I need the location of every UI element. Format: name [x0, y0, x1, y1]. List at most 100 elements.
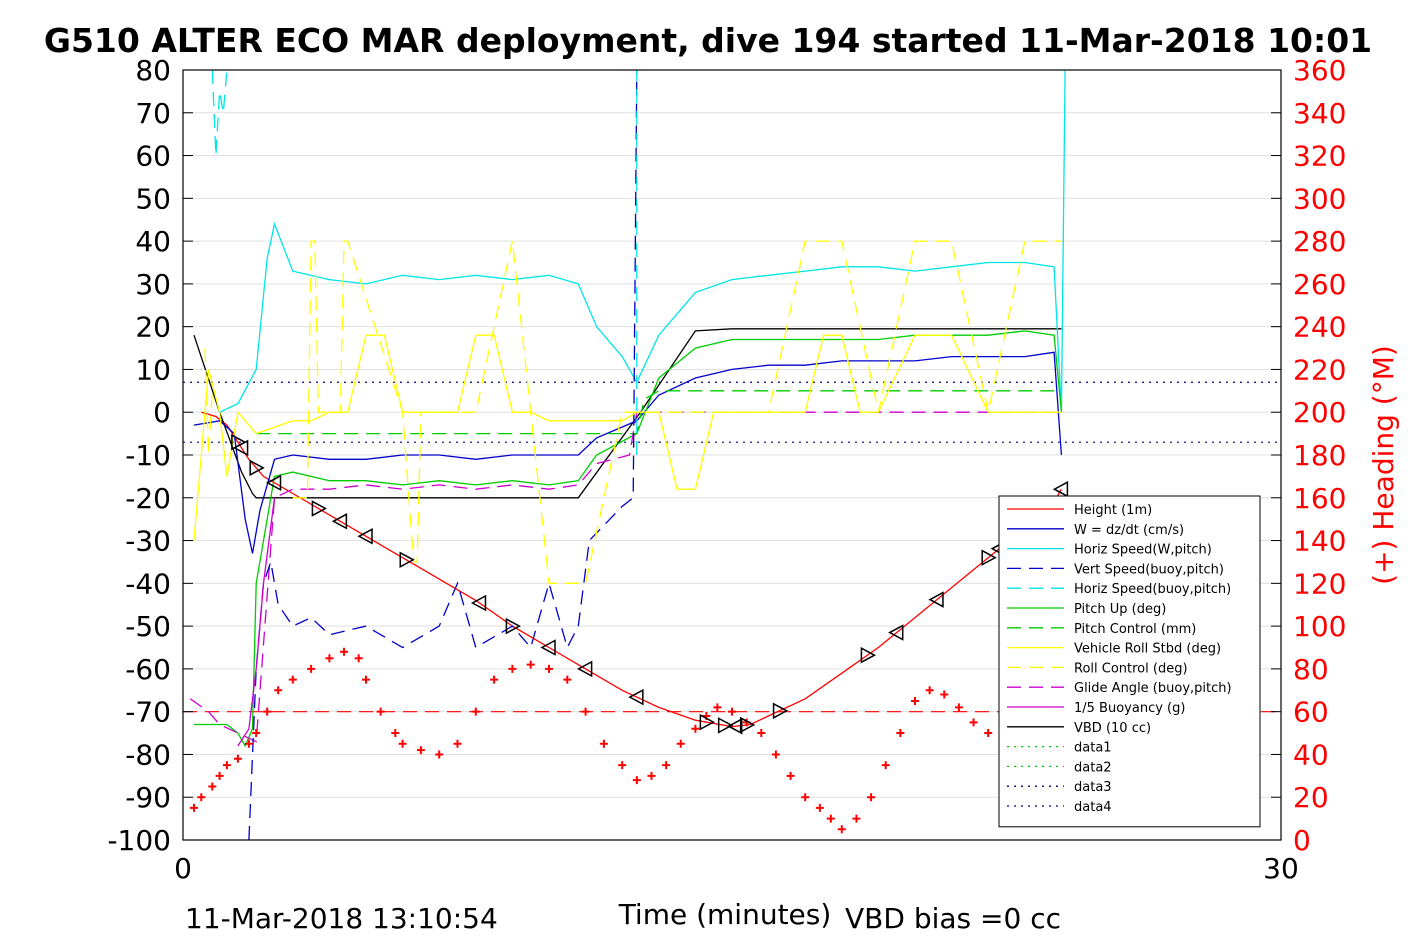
- heading-point: [852, 814, 861, 823]
- legend-entry: Roll Control (deg): [1074, 661, 1188, 676]
- series-vert_buoy: [248, 69, 638, 841]
- y-tick-label: 0: [153, 396, 171, 429]
- heading-point: [786, 771, 795, 780]
- heading-point: [940, 690, 949, 699]
- heading-point: [340, 647, 349, 656]
- heading-point: [416, 746, 425, 755]
- heading-point: [307, 664, 316, 673]
- heading-point: [233, 754, 242, 763]
- y-tick-label: 70: [135, 97, 171, 130]
- heading-point: [691, 724, 700, 733]
- triangle-marker: [311, 500, 328, 517]
- legend-entry: Horiz Speed(buoy,pitch): [1074, 582, 1231, 597]
- heading-point: [197, 793, 206, 802]
- x-axis-label: Time (minutes): [618, 898, 832, 931]
- heading-point: [252, 729, 261, 738]
- heading-point: [563, 675, 572, 684]
- triangle-marker: [772, 702, 789, 720]
- legend-entry: data1: [1074, 741, 1112, 756]
- footer-timestamp: 11-Mar-2018 13:10:54: [185, 902, 498, 935]
- y-tick-label: -10: [125, 439, 171, 472]
- y-tick-label: -40: [125, 567, 171, 600]
- y-tick-label: -20: [125, 482, 171, 515]
- series-height: [201, 411, 1062, 728]
- heading-point: [599, 739, 608, 748]
- heading-point: [896, 729, 905, 738]
- triangle-marker: [232, 439, 249, 457]
- triangle-marker: [928, 591, 944, 608]
- legend-entry: Pitch Up (deg): [1074, 602, 1166, 617]
- heading-point: [274, 686, 283, 695]
- heading-point: [984, 729, 993, 738]
- y-tick-label: -30: [125, 525, 171, 558]
- triangle-marker: [331, 513, 348, 530]
- heading-point: [881, 761, 890, 770]
- triangle-marker: [1052, 480, 1069, 498]
- y-axis-left: 80 70 60 50 40 30 20 10 0 -10 -20 -30 -40 -50 -60 -70 -8…: [107, 54, 193, 857]
- triangle-marker: [265, 474, 282, 492]
- heading-point: [354, 654, 363, 663]
- triangle-marker: [860, 646, 877, 664]
- legend-entry: data3: [1074, 780, 1112, 795]
- heading-point: [215, 771, 224, 780]
- y2-tick-label: 160: [1293, 482, 1346, 515]
- legend-entry: W = dz/dt (cm/s): [1074, 523, 1184, 538]
- heading-point: [771, 750, 780, 759]
- heading-point: [545, 664, 553, 673]
- series-horiz_buoy: [211, 69, 228, 156]
- y2-tick-label: 20: [1293, 781, 1329, 814]
- series-vbd: [193, 328, 1062, 499]
- heading-point: [728, 707, 736, 716]
- y-tick-label: 50: [135, 182, 171, 215]
- triangle-marker: [249, 459, 265, 477]
- y-tick-label: -80: [125, 738, 171, 771]
- heading-point: [376, 707, 385, 716]
- y2-tick-label: 100: [1293, 610, 1346, 643]
- y-tick-label: 40: [135, 225, 171, 258]
- heading-point: [244, 739, 253, 748]
- heading-point: [618, 761, 627, 770]
- legend-entry: Height (1m): [1074, 503, 1152, 518]
- legend-entry: 1/5 Buoyancy (g): [1074, 701, 1185, 716]
- heading-point: [647, 771, 656, 780]
- series-roll_ctrl_init: [204, 348, 213, 456]
- heading-point: [911, 696, 919, 705]
- heading-point: [526, 660, 535, 669]
- heading-point: [490, 675, 499, 684]
- series-w: [193, 351, 1063, 554]
- triangle-marker: [577, 660, 593, 678]
- heading-point: [826, 814, 835, 823]
- series-roll_ctrl: [292, 240, 1062, 584]
- y-axis-right: 3603403203002802602402202001801601401201…: [1271, 54, 1346, 857]
- legend: Height (1m) W = dz/dt (cm/s) Horiz Speed(W…: [998, 495, 1261, 828]
- y-tick-label: -70: [125, 696, 171, 729]
- heading-point: [713, 703, 722, 712]
- legend-entry: Vehicle Roll Stbd (deg): [1074, 642, 1221, 657]
- heading-point: [325, 654, 334, 663]
- heading-point: [453, 739, 462, 748]
- x-axis: 0 30: [174, 830, 1299, 885]
- heading-point: [189, 803, 198, 812]
- heading-point: [954, 703, 963, 712]
- y-tick-label: 30: [135, 268, 171, 301]
- heading-point: [471, 707, 480, 716]
- heading-markers: [189, 647, 1066, 834]
- y2-tick-label: 140: [1293, 525, 1346, 558]
- legend-entry: data4: [1074, 800, 1112, 815]
- heading-point: [398, 739, 407, 748]
- triangle-marker: [727, 717, 743, 735]
- heading-point: [263, 707, 272, 716]
- heading-point: [222, 761, 231, 770]
- y2-tick-label: 360: [1293, 54, 1346, 87]
- heading-point: [757, 729, 766, 738]
- triangle-marker: [739, 716, 756, 734]
- triangle-marker: [357, 528, 373, 545]
- legend-entry: data2: [1074, 760, 1112, 775]
- legend-entry: Pitch Control (mm): [1074, 622, 1196, 637]
- heading-point: [925, 686, 934, 695]
- y-tick-label: -60: [125, 653, 171, 686]
- triangle-marker: [981, 549, 997, 566]
- y-tick-label: 20: [135, 311, 171, 344]
- y-tick-label: 60: [135, 140, 171, 173]
- heading-point: [435, 750, 444, 759]
